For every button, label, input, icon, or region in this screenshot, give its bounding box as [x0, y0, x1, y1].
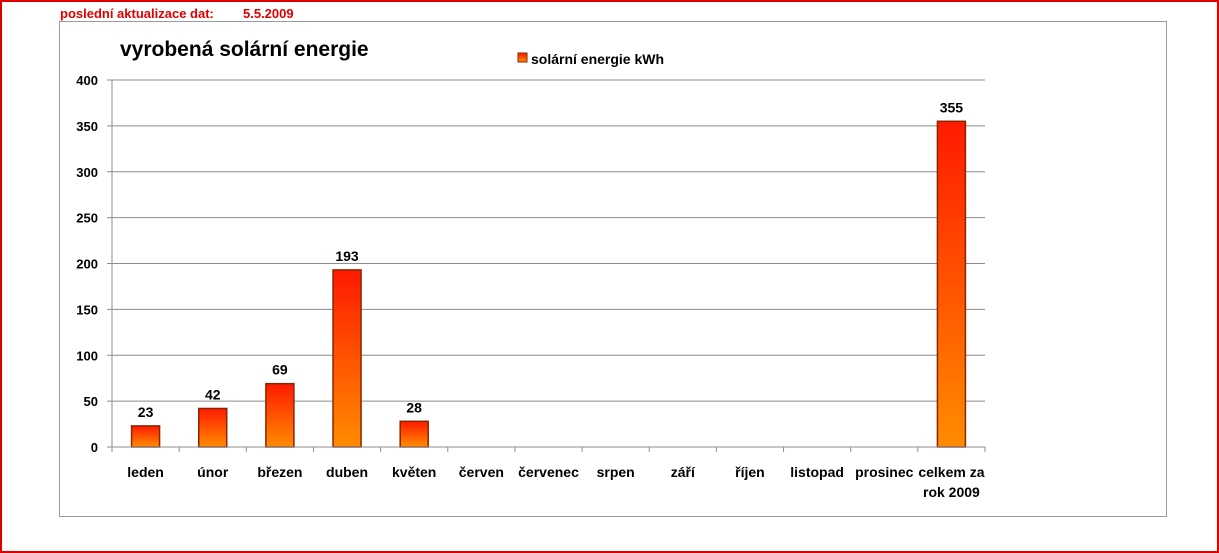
data-label: 23 — [138, 404, 154, 420]
x-category-label: listopad — [790, 464, 844, 480]
x-category-label: květen — [392, 464, 436, 480]
y-tick-label: 400 — [76, 73, 98, 88]
bar-12 — [936, 120, 967, 448]
chart-area: vyrobená solární energie solární energie… — [59, 21, 1167, 517]
x-category-label: celkem za rok 2009 — [918, 464, 984, 500]
bar-2 — [265, 382, 295, 448]
y-tick-label: 100 — [76, 348, 98, 363]
x-category-label: říjen — [735, 464, 765, 480]
data-label: 69 — [272, 362, 288, 378]
x-category-label: leden — [127, 464, 164, 480]
y-tick-label: 150 — [76, 302, 98, 317]
update-bar: poslední aktualizace dat: 5.5.2009 — [60, 6, 294, 21]
bar-1 — [197, 407, 228, 448]
data-label: 42 — [205, 386, 221, 402]
x-category-label: duben — [326, 464, 368, 480]
legend-label: solární energie kWh — [531, 51, 664, 67]
y-tick-label: 200 — [76, 257, 98, 272]
x-category-label: srpen — [597, 464, 635, 480]
update-label: poslední aktualizace dat: — [60, 6, 214, 21]
x-category-label: únor — [197, 464, 229, 480]
bar-3 — [332, 269, 362, 448]
data-label: 28 — [406, 399, 422, 415]
legend-swatch — [517, 52, 528, 63]
update-date: 5.5.2009 — [243, 6, 294, 21]
y-tick-label: 300 — [76, 165, 98, 180]
x-category-label: březen — [257, 464, 302, 480]
data-label: 193 — [335, 248, 359, 264]
bar-4 — [399, 420, 429, 448]
x-category-label: prosinec — [855, 464, 914, 480]
bar-0 — [130, 425, 161, 448]
x-category-label: červen — [459, 464, 504, 480]
x-category-label: červenec — [518, 464, 579, 480]
y-tick-label: 50 — [84, 394, 98, 409]
chart-title: vyrobená solární energie — [120, 38, 369, 61]
data-label: 355 — [940, 99, 964, 115]
y-tick-label: 350 — [76, 119, 98, 134]
y-tick-label: 0 — [91, 440, 98, 455]
x-category-label: září — [671, 464, 696, 480]
y-tick-label: 250 — [76, 211, 98, 226]
bar-chart: vyrobená solární energie solární energie… — [76, 38, 986, 500]
